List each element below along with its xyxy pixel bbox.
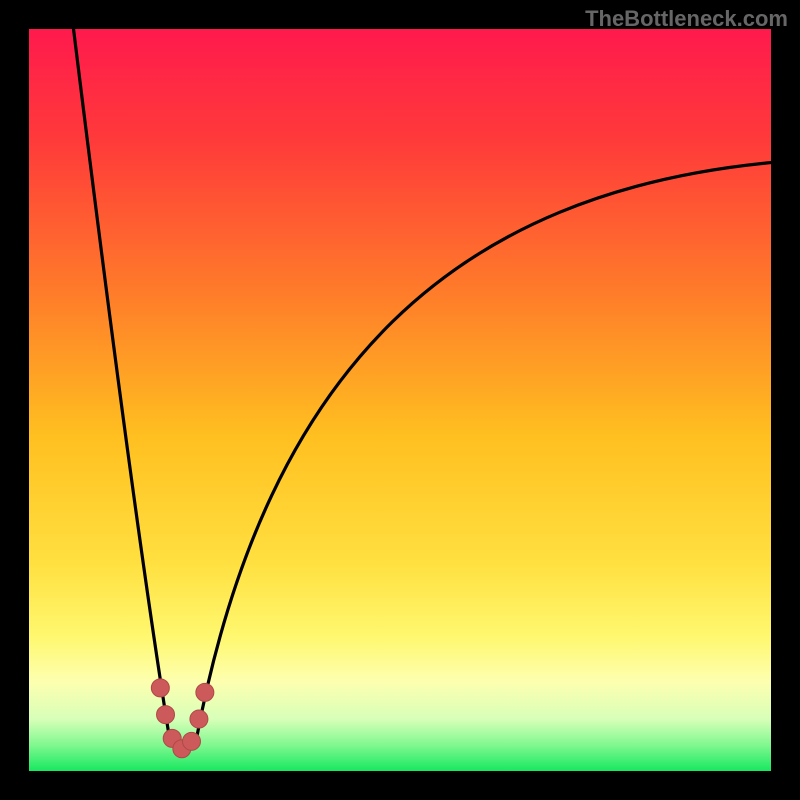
chart-svg (0, 0, 800, 800)
watermark-text: TheBottleneck.com (585, 6, 788, 32)
chart-root: TheBottleneck.com (0, 0, 800, 800)
